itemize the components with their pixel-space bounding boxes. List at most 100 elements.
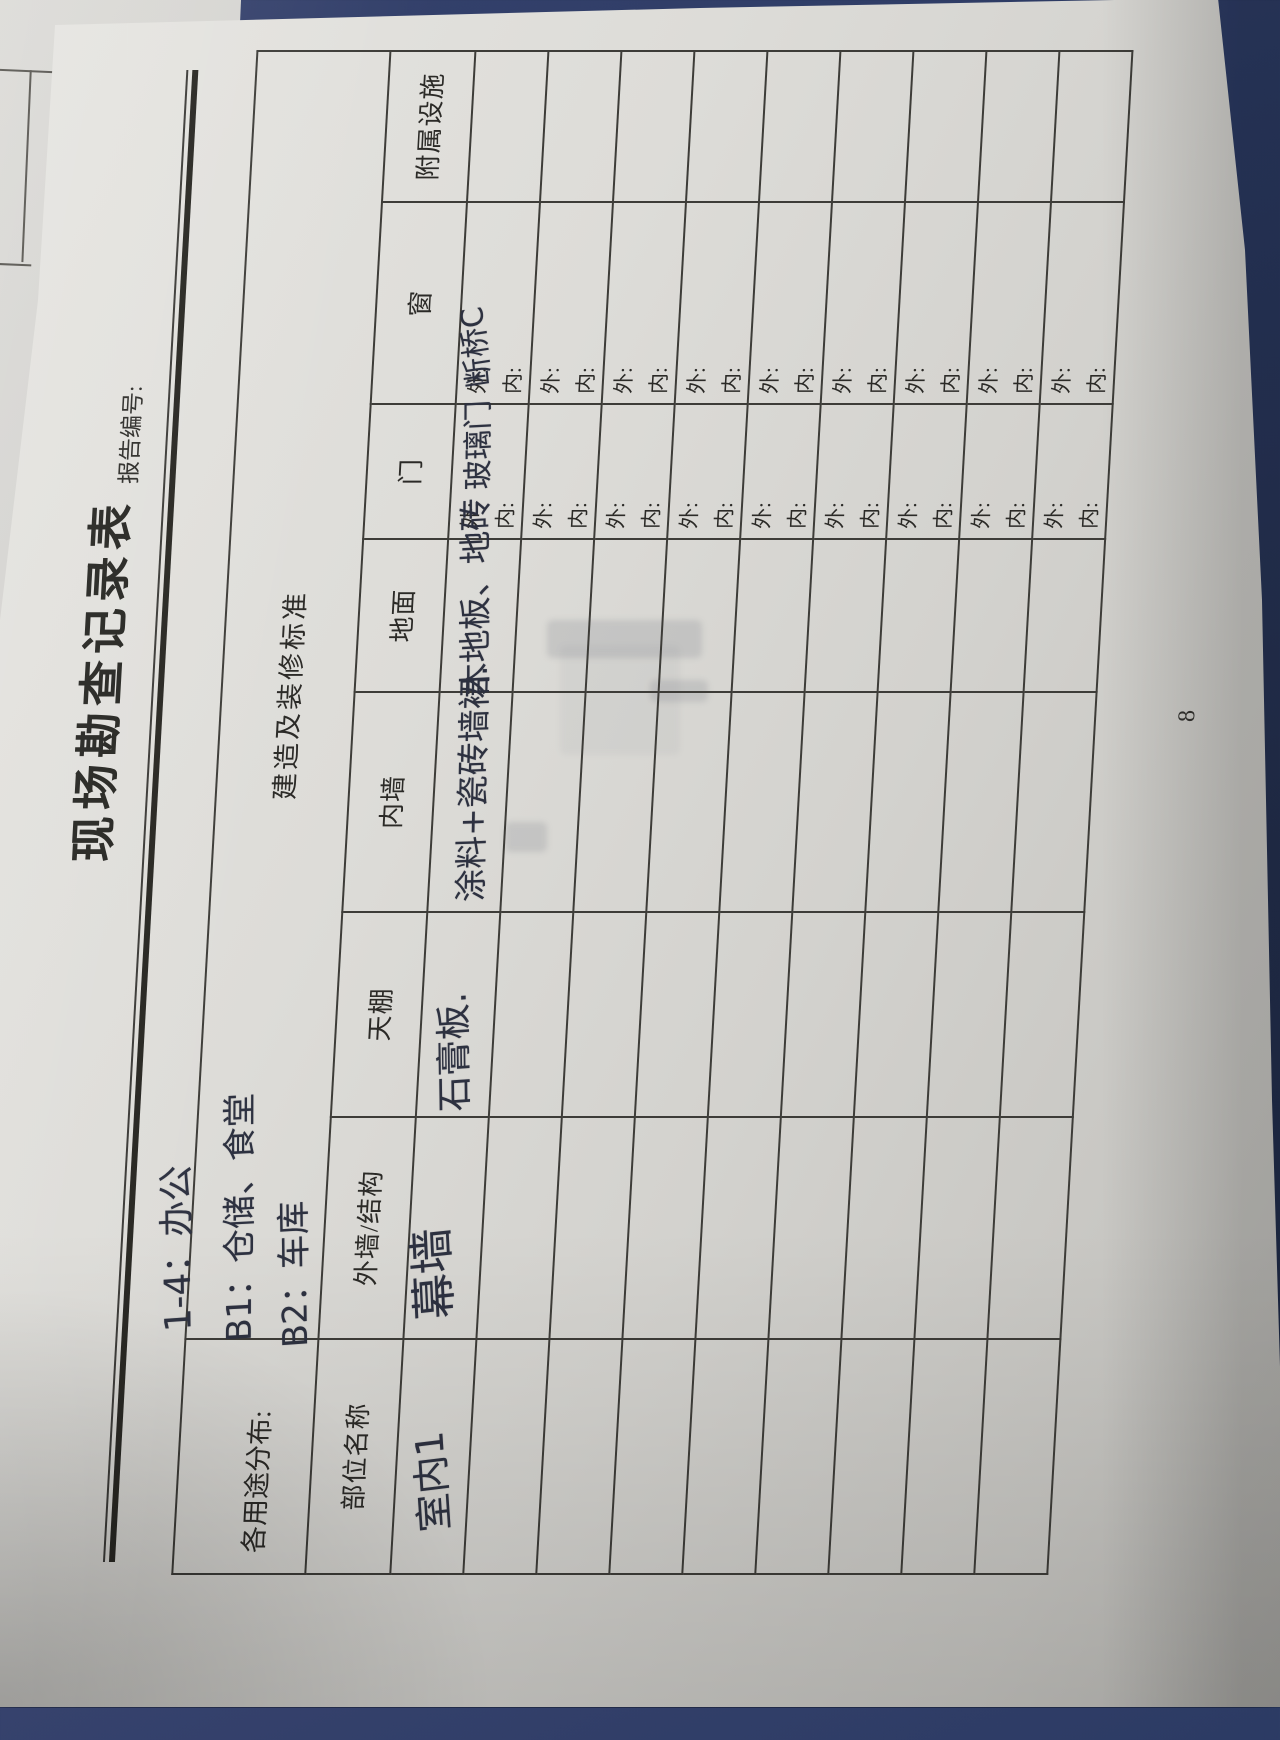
cell-door: 外: 内:: [886, 404, 967, 539]
handwriting-exterior-wall: 幕墙: [403, 1225, 463, 1323]
bleed-through-smudge: [650, 680, 708, 702]
report-number-label: 报告编号:: [116, 385, 147, 484]
cell-door: 外: 内:: [740, 404, 821, 539]
cell-window: 外: 内:: [1039, 202, 1124, 404]
cell-inner_wall: [573, 692, 659, 912]
column-header-2: 天棚: [330, 912, 428, 1117]
bleed-through-smudge: [560, 645, 680, 755]
cell-window: 外: 内:: [820, 202, 905, 404]
column-header-3: 内墙: [342, 692, 440, 912]
cell-inner_wall: [500, 692, 586, 912]
cell-inner_wall: [1011, 692, 1097, 912]
handwriting-window-exterior: 断桥C: [454, 304, 498, 390]
cell-floor: [512, 539, 595, 692]
cell-facility: [466, 50, 549, 202]
bleed-through-smudge: [505, 822, 547, 852]
cell-wall: [476, 1117, 562, 1339]
handwriting-part-name: 室内1: [407, 1429, 458, 1534]
door-out-label: 外:: [822, 502, 848, 529]
cell-ceiling: [999, 912, 1085, 1117]
cell-facility: [539, 50, 622, 202]
cell-door: 外: 内:: [667, 404, 748, 539]
cell-wall: [987, 1117, 1073, 1339]
door-out-label: 外:: [1041, 502, 1067, 529]
cell-wall: [841, 1117, 927, 1339]
door-out-label: 外:: [676, 502, 702, 529]
cell-inner_wall: [792, 692, 878, 912]
door-out-label: 外:: [530, 502, 556, 529]
cell-inner_wall: [719, 692, 805, 912]
cell-door: 外: 内:: [959, 404, 1040, 539]
handwriting-usage-line-3: B2：车库: [273, 1199, 317, 1349]
door-out-label: 外:: [895, 502, 921, 529]
column-header-5: 门: [363, 404, 456, 539]
cell-inner_wall: [865, 692, 951, 912]
handwriting-ceiling: 石膏板.: [433, 991, 477, 1114]
cell-ceiling: [561, 912, 647, 1117]
cell-floor: [950, 539, 1033, 692]
cell-door: 外: 内:: [521, 404, 602, 539]
usage-distribution-label: 各用途分布:: [238, 1410, 277, 1553]
door-in-label: 内:: [1076, 502, 1102, 529]
cell-floor: [877, 539, 960, 692]
handwriting-door-exterior: 玻璃门: [461, 398, 497, 491]
column-header-0: 部位名称: [305, 1339, 404, 1574]
door-in-label: 内:: [711, 502, 737, 529]
column-header-4: 地面: [354, 539, 449, 692]
door-in-label: 内:: [930, 502, 956, 529]
cell-floor: [1023, 539, 1106, 692]
cell-facility: [904, 50, 987, 202]
cell-floor: [731, 539, 814, 692]
cell-ceiling: [707, 912, 793, 1117]
handwriting-usage-line-1: 1-4：办公: [156, 1163, 200, 1333]
cell-ceiling: [926, 912, 1012, 1117]
cell-inner_wall: [646, 692, 732, 912]
bleed-through-smudge: [547, 620, 702, 658]
under-sheet-grid-line: [21, 70, 32, 263]
cell-ceiling: [780, 912, 866, 1117]
under-sheet-grid-line: [0, 261, 32, 267]
cell-facility: [1050, 50, 1133, 202]
door-in-label: 内:: [784, 502, 810, 529]
door-in-label: 内:: [857, 502, 883, 529]
cell-window: 外: 内:: [893, 202, 978, 404]
cell-facility: [612, 50, 695, 202]
cell-door: 外: 内:: [1032, 404, 1113, 539]
cell-ceiling: [634, 912, 720, 1117]
cell-name: [901, 1339, 988, 1574]
usage-distribution-cell: 各用途分布:: [172, 1339, 319, 1574]
cell-inner_wall: [938, 692, 1024, 912]
door-out-label: 外:: [603, 502, 629, 529]
cell-facility: [831, 50, 914, 202]
cell-floor: [658, 539, 741, 692]
cell-wall: [549, 1117, 635, 1339]
cell-door: 外: 内:: [813, 404, 894, 539]
cell-window: 外: 内:: [747, 202, 832, 404]
cell-wall: [695, 1117, 781, 1339]
cell-facility: [977, 50, 1060, 202]
handwriting-floor: 木地板、地砖: [455, 496, 496, 697]
cell-name: [682, 1339, 769, 1574]
door-out-label: 外:: [968, 502, 994, 529]
construction-standard-label: 建造及装修标准: [269, 589, 312, 800]
cell-window: 外: 内:: [601, 202, 686, 404]
handwriting-usage-line-2: B1：仓储、食堂: [219, 1091, 261, 1343]
door-in-label: 内:: [638, 502, 664, 529]
cell-name: [828, 1339, 915, 1574]
form-title: 现场勘查记录表: [67, 498, 139, 862]
cell-window: 外: 内:: [674, 202, 759, 404]
cell-name: [463, 1339, 550, 1574]
cell-name: [536, 1339, 623, 1574]
door-in-label: 内:: [565, 502, 591, 529]
cell-floor: [585, 539, 668, 692]
cell-name: [609, 1339, 696, 1574]
cell-name: [974, 1339, 1061, 1574]
door-out-label: 外:: [749, 502, 775, 529]
cell-window: 外: 内:: [966, 202, 1051, 404]
cell-door: 外: 内:: [594, 404, 675, 539]
column-header-7: 附属设施: [381, 50, 476, 202]
cell-wall: [622, 1117, 708, 1339]
cell-window: 外: 内:: [528, 202, 613, 404]
